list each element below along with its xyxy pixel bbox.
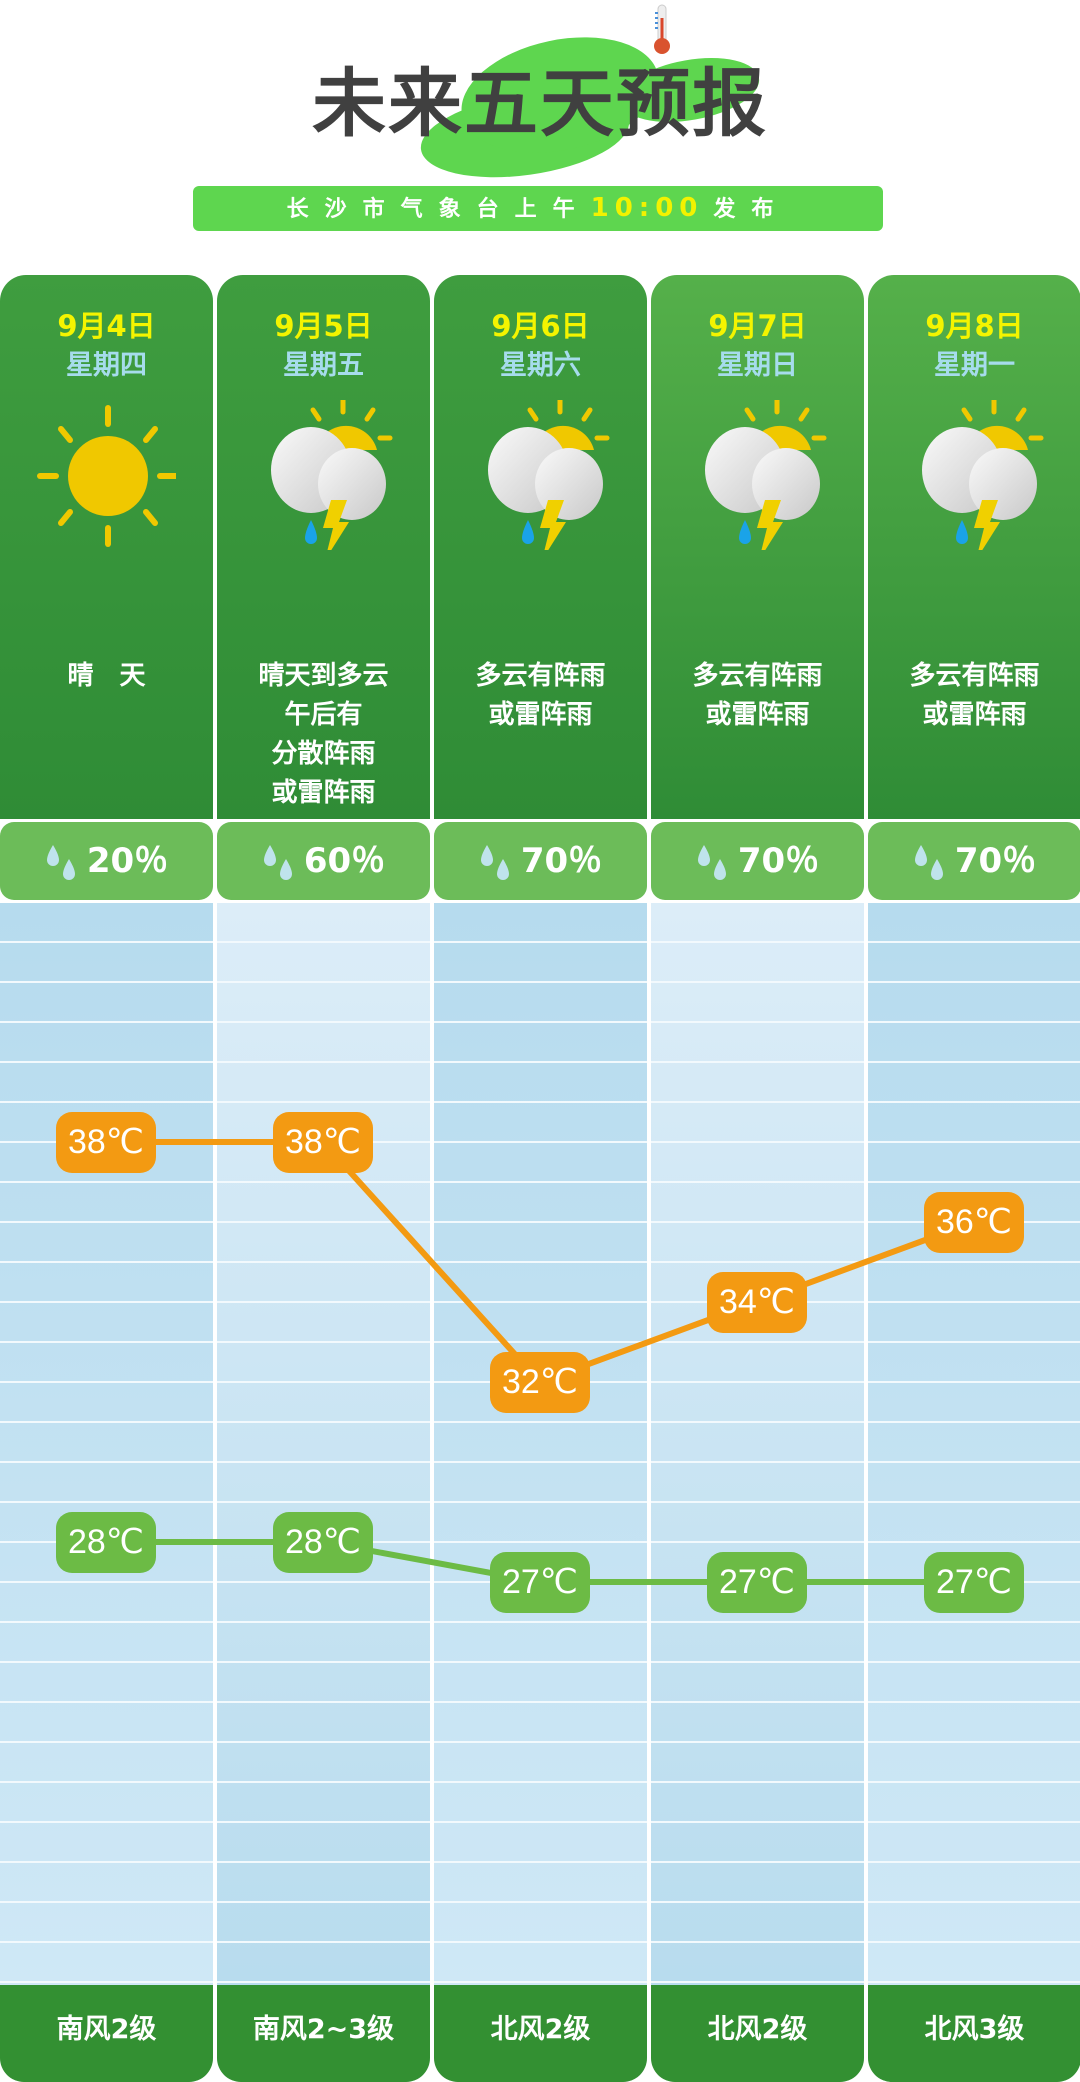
wind-forecast: 南风2级 xyxy=(0,1985,213,2082)
raindrop-icon xyxy=(480,844,509,880)
low-temp-label: 27℃ xyxy=(490,1552,590,1613)
description-line: 多云有阵雨 xyxy=(692,661,823,691)
raindrop-icon xyxy=(914,844,943,880)
thunderstorm-icon xyxy=(253,397,393,560)
high-temp-label: 38℃ xyxy=(56,1112,156,1173)
day-date: 9月6日 xyxy=(491,309,590,343)
day-card: 9月5日 星期五 晴天到多云午后有分散阵雨或雷阵雨 xyxy=(217,275,430,819)
issue-time: 10:00 xyxy=(590,193,704,223)
day-date: 9月5日 xyxy=(274,309,373,343)
high-temp-label: 38℃ xyxy=(273,1112,373,1173)
weather-description: 多云有阵雨 或雷阵雨 xyxy=(868,657,1080,735)
precip-value: 60％ xyxy=(303,841,386,881)
wind-forecast: 北风2级 xyxy=(434,1985,647,2082)
chart-column xyxy=(651,903,864,1985)
raindrop-icon xyxy=(697,844,726,880)
precip-value: 20％ xyxy=(86,841,169,881)
chart-column xyxy=(868,903,1080,1985)
thunderstorm-icon xyxy=(904,397,1044,560)
precipitation-chance: 70％ xyxy=(868,822,1080,900)
weather-description: 多云有阵雨 或雷阵雨 xyxy=(651,657,864,735)
day-card: 9月4日 星期四 晴 天 xyxy=(0,275,213,819)
day-date: 9月4日 xyxy=(57,309,156,343)
weather-description: 多云有阵雨 或雷阵雨 xyxy=(434,657,647,735)
day-weekday: 星期五 xyxy=(283,350,364,381)
wind-forecast: 南风2~3级 xyxy=(217,1985,430,2082)
chart-column xyxy=(217,903,430,1985)
weather-description: 晴天到多云午后有分散阵雨或雷阵雨 xyxy=(217,657,430,813)
precip-value: 70％ xyxy=(520,841,603,881)
precipitation-chance: 20％ xyxy=(0,822,213,900)
sun-icon xyxy=(36,400,179,550)
day-date: 9月7日 xyxy=(708,309,807,343)
day-weekday: 星期四 xyxy=(66,350,147,381)
high-temp-label: 32℃ xyxy=(490,1352,590,1413)
day-card: 9月8日 星期一 多云有阵雨或雷阵雨 xyxy=(868,275,1080,819)
description-line: 分散阵雨 xyxy=(271,739,376,769)
wind-forecast: 北风3级 xyxy=(868,1985,1080,2082)
low-temp-label: 27℃ xyxy=(707,1552,807,1613)
issue-banner: 长沙市气象台上午10:00 发布 xyxy=(193,186,883,231)
low-temp-label: 28℃ xyxy=(273,1512,373,1573)
chart-column xyxy=(434,903,647,1985)
raindrop-icon xyxy=(46,844,75,880)
wind-forecast: 北风2级 xyxy=(651,1985,864,2082)
thermometer-icon xyxy=(654,4,670,54)
thunderstorm-icon xyxy=(687,397,827,560)
day-weekday: 星期一 xyxy=(934,350,1015,381)
precipitation-chance: 70％ xyxy=(434,822,647,900)
day-weekday: 星期日 xyxy=(717,350,798,381)
precip-value: 70％ xyxy=(954,841,1037,881)
thunderstorm-icon xyxy=(470,397,610,560)
precip-value: 70％ xyxy=(737,841,820,881)
precipitation-chance: 70％ xyxy=(651,822,864,900)
chart-column xyxy=(0,903,213,1985)
day-card: 9月6日 星期六 多云有阵雨或雷阵雨 xyxy=(434,275,647,819)
description-line: 或雷阵雨 xyxy=(922,700,1027,730)
description-line: 或雷阵雨 xyxy=(705,700,810,730)
day-date: 9月8日 xyxy=(925,309,1024,343)
description-line: 多云有阵雨 xyxy=(475,661,606,691)
day-card: 9月7日 星期日 多云有阵雨或雷阵雨 xyxy=(651,275,864,819)
precipitation-chance: 60％ xyxy=(217,822,430,900)
description-line: 午后有 xyxy=(284,700,363,730)
low-temp-label: 28℃ xyxy=(56,1512,156,1573)
weather-description: 晴 天 xyxy=(0,657,213,696)
description-line: 晴 天 xyxy=(67,661,146,691)
low-temp-label: 27℃ xyxy=(924,1552,1024,1613)
high-temp-label: 36℃ xyxy=(924,1192,1024,1253)
title-area: 未来五天预报 xyxy=(0,0,1080,190)
high-temp-label: 34℃ xyxy=(707,1272,807,1333)
description-line: 晴天到多云 xyxy=(258,661,389,691)
description-line: 或雷阵雨 xyxy=(488,700,593,730)
issue-suffix: 发布 xyxy=(713,197,790,222)
description-line: 或雷阵雨 xyxy=(271,778,376,808)
description-line: 多云有阵雨 xyxy=(909,661,1040,691)
day-weekday: 星期六 xyxy=(500,350,581,381)
raindrop-icon xyxy=(263,844,292,880)
page-title: 未来五天预报 xyxy=(312,61,768,147)
issuer-text: 长沙市气象台上午 xyxy=(286,197,591,222)
